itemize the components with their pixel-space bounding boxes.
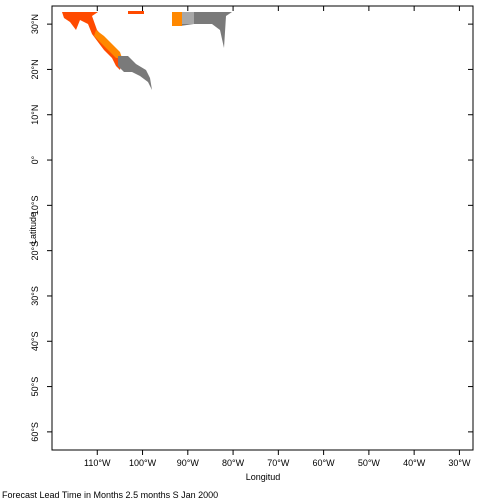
x-tick-label: 50°W <box>358 458 381 468</box>
x-tick-label: 40°W <box>403 458 426 468</box>
x-tick-label: 70°W <box>267 458 290 468</box>
field-patch <box>94 30 122 58</box>
y-tick-label: 40°S <box>30 331 40 351</box>
y-tick-label: 20°N <box>30 59 40 79</box>
x-tick-label: 100°W <box>129 458 157 468</box>
y-tick-label: 10°S <box>30 196 40 216</box>
y-tick-label: 20°S <box>30 241 40 261</box>
data-field <box>62 11 232 90</box>
x-tick-label: 80°W <box>222 458 245 468</box>
caption: Forecast Lead Time in Months 2.5 months … <box>2 490 218 500</box>
field-patch <box>182 12 194 24</box>
x-tick-label: 60°W <box>313 458 336 468</box>
y-tick-label: 50°S <box>30 377 40 397</box>
x-tick-label: 90°W <box>177 458 200 468</box>
field-patch <box>62 12 122 70</box>
x-axis-label: Longitud <box>246 472 281 482</box>
y-tick-label: 10°N <box>30 105 40 125</box>
plot-frame <box>51 5 474 451</box>
x-tick-label: 30°W <box>448 458 471 468</box>
field-patch <box>172 12 182 26</box>
y-tick-label: 30°S <box>30 286 40 306</box>
y-axis-label: Latitude <box>28 212 38 244</box>
field-patch <box>118 56 152 90</box>
y-tick-label: 30°N <box>30 14 40 34</box>
y-tick-label: 60°S <box>30 422 40 442</box>
field-patch <box>128 11 144 14</box>
x-tick-label: 110°W <box>84 458 111 468</box>
y-tick-label: 0° <box>30 155 40 164</box>
